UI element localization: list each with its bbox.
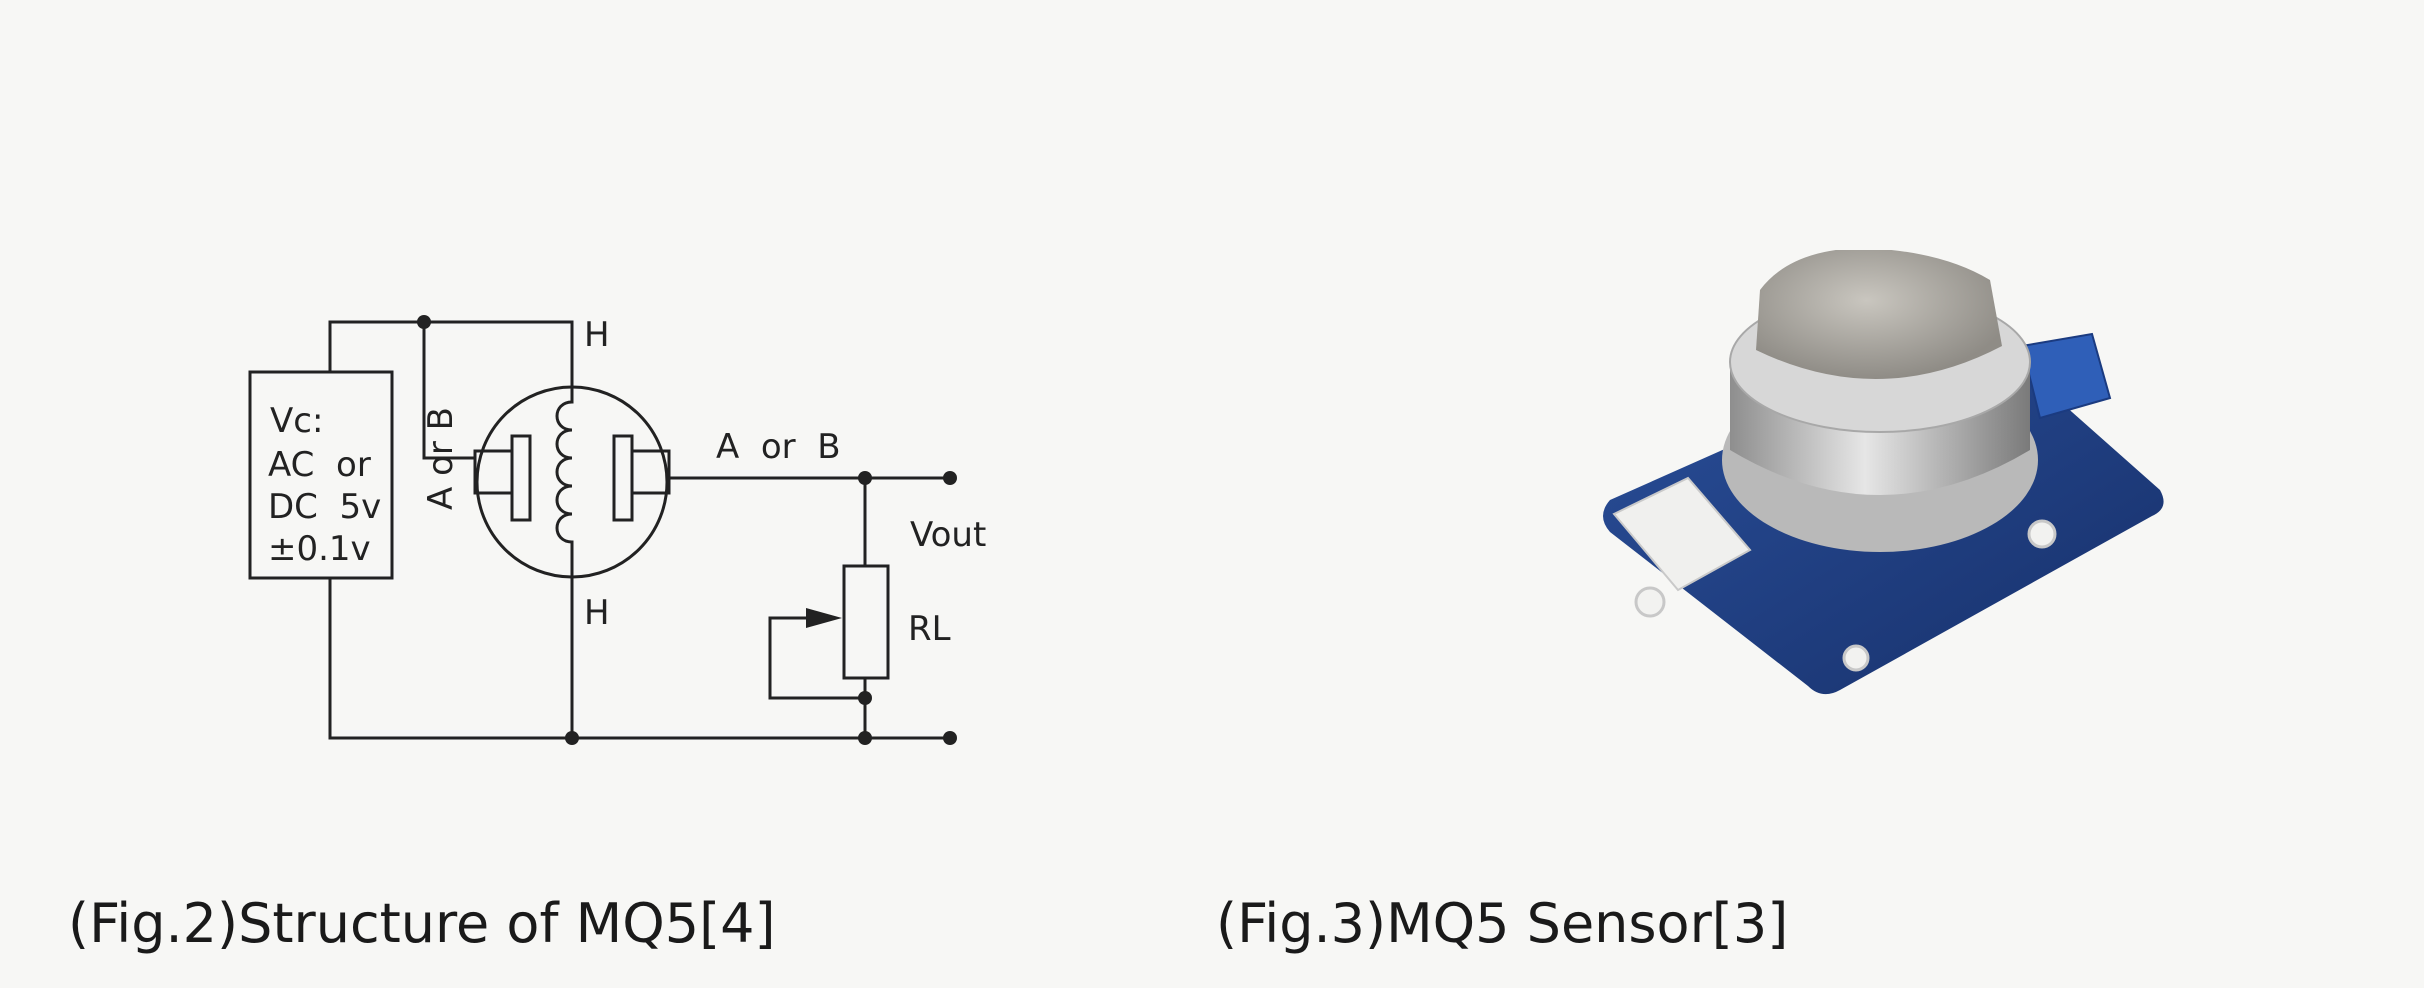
terminal-vout [943,471,957,485]
mount-hole-left [1634,586,1666,618]
label-vout: Vout [910,515,986,555]
junction-output [858,471,872,485]
wire-bottom [328,576,946,740]
mq5-sensor-photo [1603,250,2164,695]
label-supply-4: ±0.1v [268,529,371,569]
wiper-arrow [806,608,842,628]
junction-rl-wiper [858,691,872,705]
potentiometer [2020,332,2112,420]
label-supply-2: AC or [268,445,371,485]
junction-top [417,315,431,329]
load-resistor [842,564,890,680]
electrode-right [612,434,634,522]
figure-3-caption: (Fig.3)MQ5 Sensor[3] [1216,892,1789,955]
label-electrode-left: A or B [421,407,461,510]
figure-2-caption: (Fig.2)Structure of MQ5[4] [68,892,776,955]
label-supply-1: Vc: [270,401,323,441]
electrode-left-cap [473,449,514,495]
label-supply-3: DC 5v [268,487,381,527]
wire-electrode-left [422,320,477,460]
terminal-ground [943,731,957,745]
electrode-left [510,434,532,522]
grove-connector [1612,476,1752,592]
mq5-circuit-diagram: H H Vc: AC or DC 5v ±0.1v A or B A or B … [248,315,986,745]
label-rl: RL [908,609,951,649]
label-electrode-right: A or B [716,427,841,467]
label-heater-bottom: H [584,593,610,633]
junction-rl-bottom [858,731,872,745]
wire-top [328,320,574,390]
sensor-mesh-cap [1756,250,2002,380]
mount-hole-right [2027,519,2057,549]
label-heater-top: H [584,315,610,355]
rheostat-wiper [768,616,867,700]
mount-hole-bottom [1842,644,1870,672]
heater-coil [555,386,574,740]
junction-bottom-h [565,731,579,745]
supply-box [248,370,394,580]
electrode-right-cap [630,449,671,495]
